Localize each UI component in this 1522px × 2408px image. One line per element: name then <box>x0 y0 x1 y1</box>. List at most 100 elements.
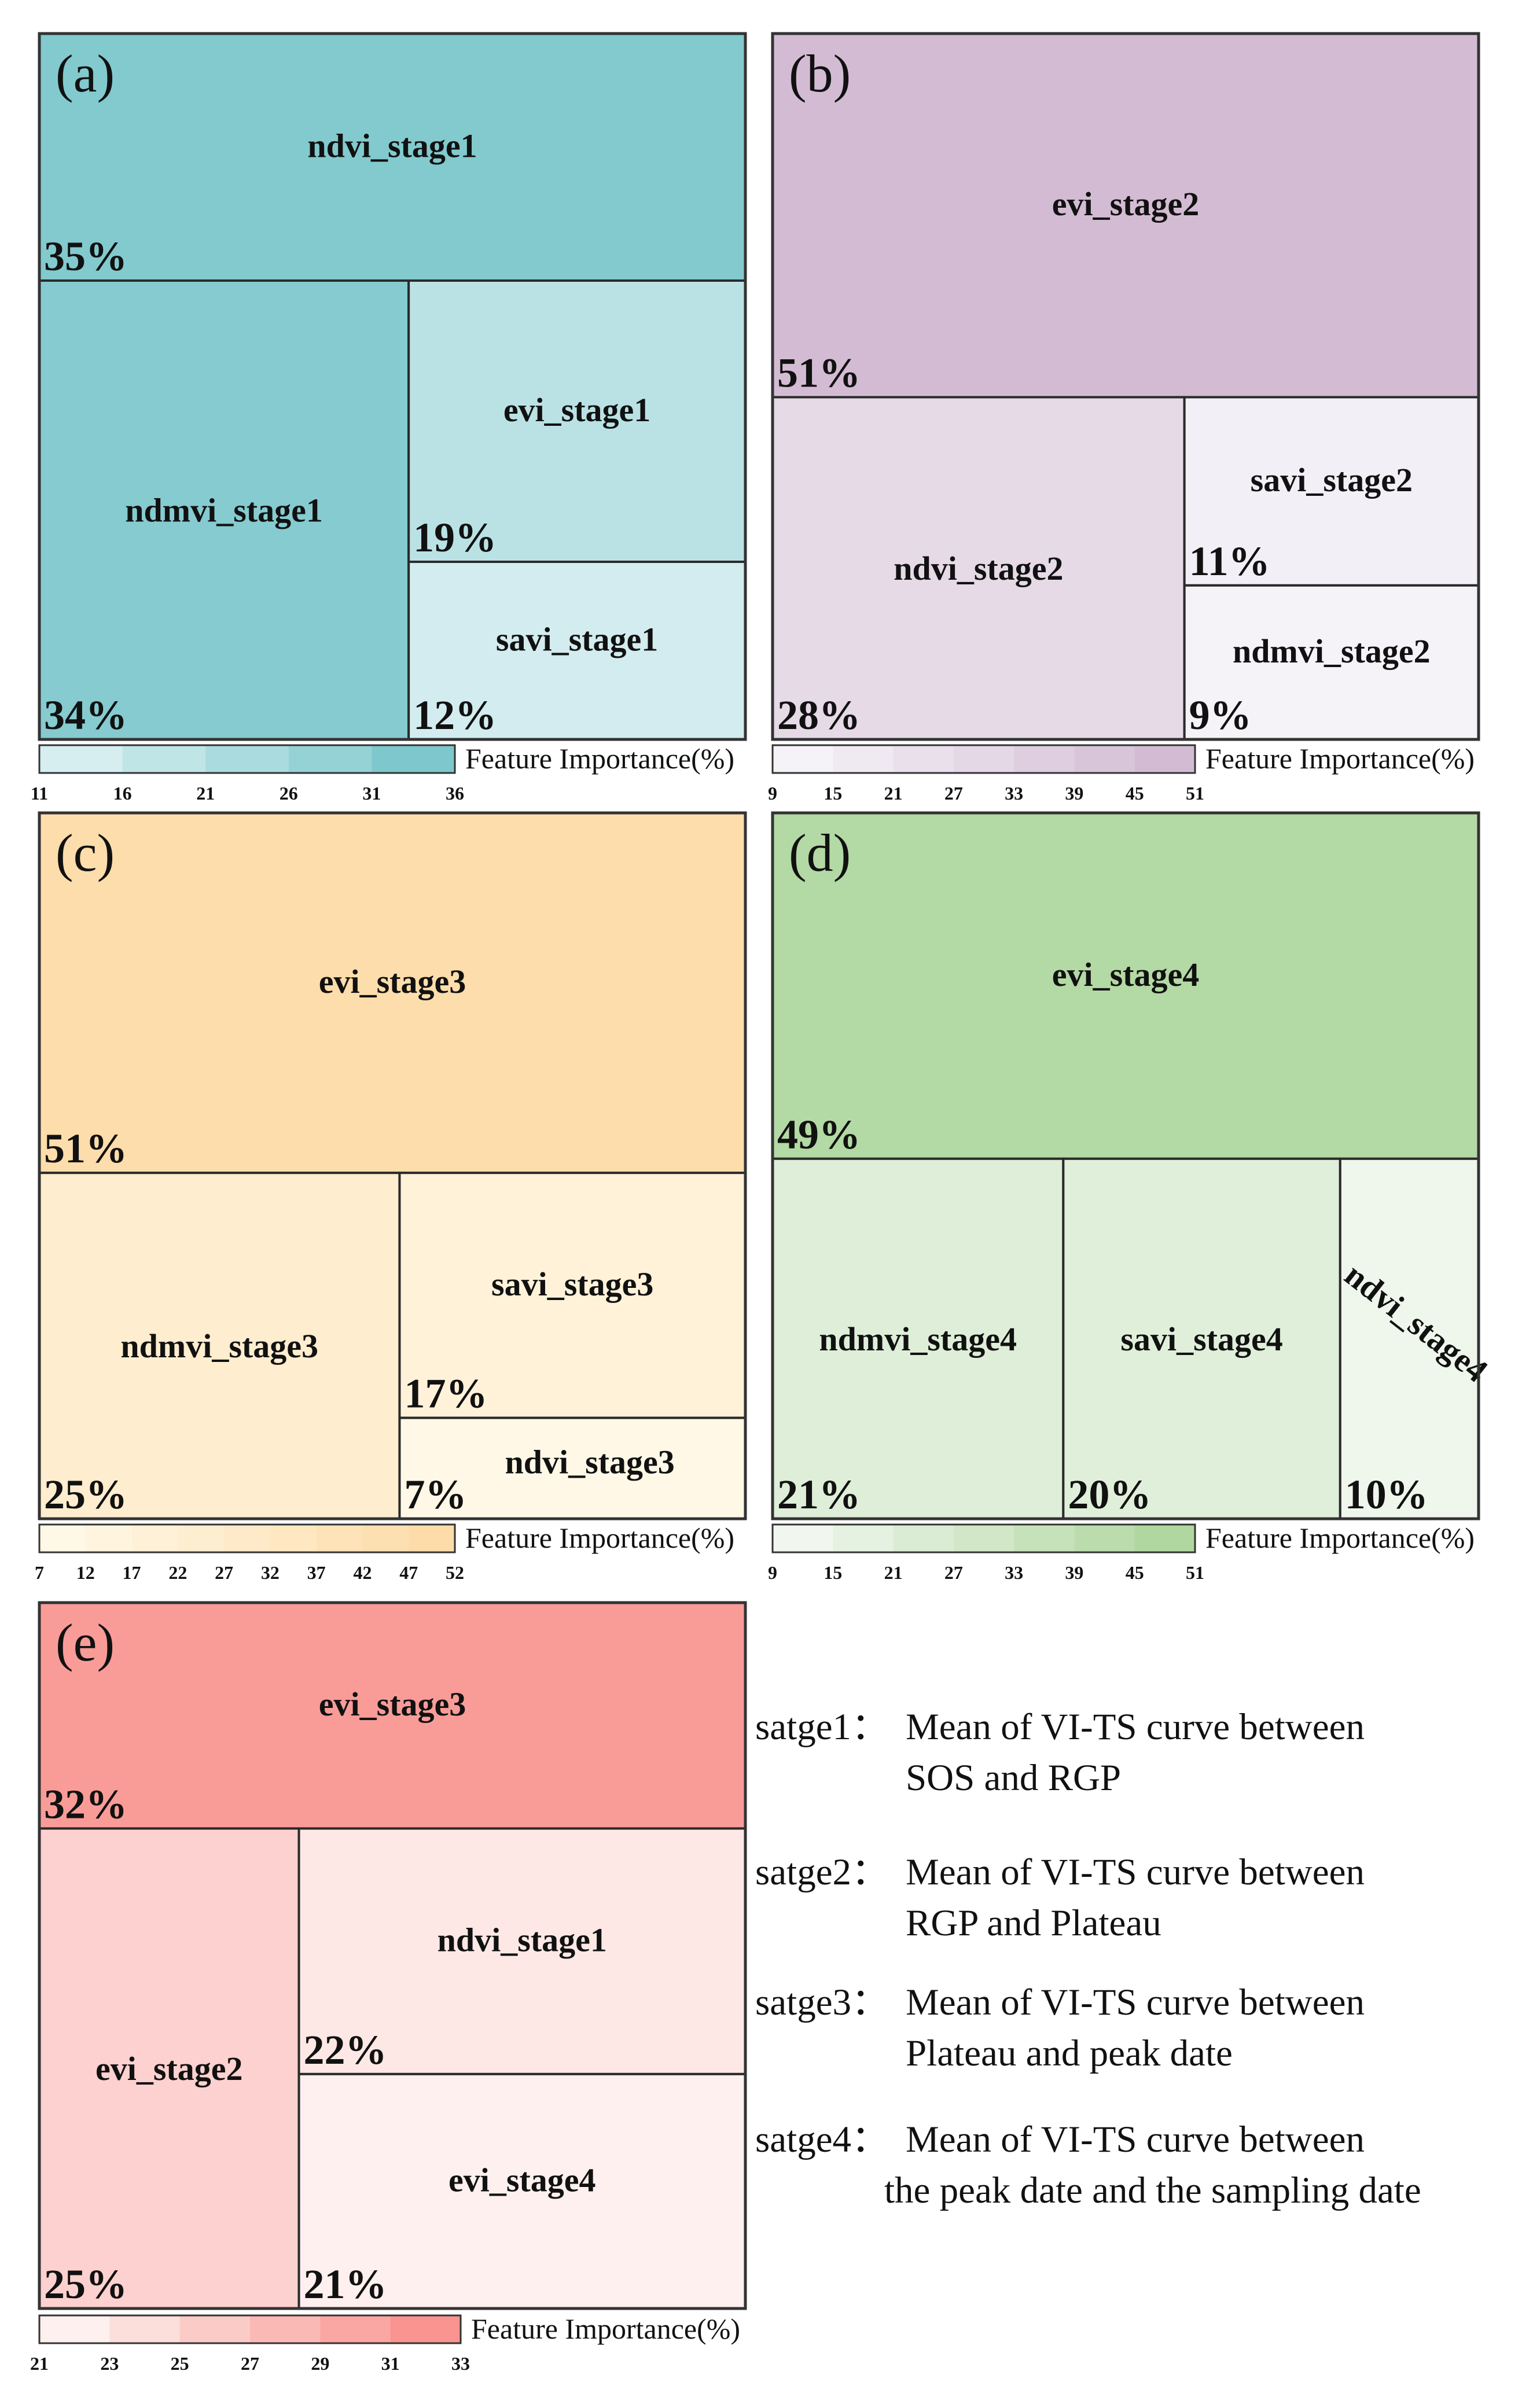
colorbar: Feature Importance(%) 21 23 25 27 29 31 33 <box>30 2313 740 2374</box>
stage-definitions: satge1： Mean of VI-TS curve between SOS … <box>755 1706 1421 2211</box>
cell-rect <box>771 812 1480 1160</box>
treemap-cell: evi_stage1 19% <box>407 279 747 564</box>
colorbar-segment <box>178 1525 225 1552</box>
colorbar-segment <box>122 745 206 773</box>
cell-label: evi_stage4 <box>448 2161 596 2199</box>
colorbar-tick: 33 <box>1005 783 1023 804</box>
colorbar-tick: 51 <box>1186 783 1204 804</box>
colorbar-segment <box>39 2315 110 2343</box>
note-line1: Mean of VI-TS curve between <box>906 1982 1365 2023</box>
colorbar-tick: 15 <box>824 1562 842 1583</box>
treemap-panel: ndvi_stage1 35% ndmvi_stage1 34% evi_stage1 1… <box>31 32 747 804</box>
cell-rect <box>38 279 410 741</box>
treemap-cell: evi_stage4 21% <box>297 2072 747 2310</box>
cell-label: ndvi_stage1 <box>307 127 477 165</box>
treemap-cell: savi_stage4 20% <box>1062 1157 1341 1520</box>
colorbar: Feature Importance(%) 9 15 21 27 33 39 45 51 <box>768 742 1475 804</box>
cell-percent: 7% <box>404 1471 466 1518</box>
colorbar-segment <box>250 2315 321 2343</box>
cell-percent: 20% <box>1068 1471 1151 1518</box>
panel-letter: (c) <box>56 823 115 882</box>
cell-label: evi_stage2 <box>1052 185 1200 223</box>
colorbar-segment <box>953 745 1014 773</box>
cell-percent: 21% <box>777 1471 861 1518</box>
colorbar-segment <box>833 745 894 773</box>
colorbar-segment <box>320 2315 391 2343</box>
cell-rect <box>297 2072 747 2310</box>
cell-label: ndmvi_stage2 <box>1233 632 1431 670</box>
colorbar-tick: 36 <box>446 783 464 804</box>
colorbar-segment <box>390 2315 461 2343</box>
cell-label: evi_stage1 <box>503 391 651 429</box>
colorbar-tick: 45 <box>1126 1562 1144 1583</box>
colorbar-frame <box>771 744 1196 774</box>
panel-letter: (d) <box>789 823 851 882</box>
treemap-cell: evi_stage4 49% <box>771 812 1480 1160</box>
colorbar-tick: 12 <box>76 1562 95 1583</box>
cell-percent: 51% <box>777 349 861 396</box>
note-line2: RGP and Plateau <box>906 1902 1161 1944</box>
cell-label: ndvi_stage2 <box>894 550 1063 587</box>
colorbar-segment <box>1134 745 1196 773</box>
cell-percent: 51% <box>44 1125 127 1172</box>
colorbar-tick: 23 <box>100 2353 119 2374</box>
cell-percent: 34% <box>44 692 127 738</box>
colorbar-segment <box>773 1525 833 1552</box>
cell-percent: 28% <box>777 692 861 738</box>
note-key: satge1： <box>755 1706 889 1748</box>
colorbar-tick: 9 <box>768 1562 777 1583</box>
colorbar-tick: 25 <box>171 2353 189 2374</box>
colorbar-tick: 51 <box>1186 1562 1204 1583</box>
colorbar-tick: 7 <box>35 1562 44 1583</box>
colorbar-tick: 32 <box>261 1562 280 1583</box>
cell-rect <box>1183 396 1480 587</box>
note-stage4: satge4： Mean of VI-TS curve between the … <box>755 2119 1421 2211</box>
colorbar-segment <box>270 1525 317 1552</box>
cell-rect <box>771 32 1480 399</box>
colorbar-tick: 21 <box>884 1562 903 1583</box>
cell-rect <box>398 1172 747 1419</box>
cell-percent: 19% <box>413 514 497 561</box>
colorbar-tick: 45 <box>1126 783 1144 804</box>
colorbar-tick: 15 <box>824 783 842 804</box>
cell-label: savi_stage2 <box>1251 461 1413 499</box>
colorbar-title: Feature Importance(%) <box>471 2313 740 2345</box>
treemap-cell: ndmvi_stage2 9% <box>1183 584 1480 741</box>
colorbar-segment <box>288 745 372 773</box>
treemap-cell: evi_stage3 51% <box>38 812 747 1174</box>
cell-label: evi_stage4 <box>1052 956 1200 993</box>
colorbar-tick: 21 <box>30 2353 49 2374</box>
cell-rect <box>771 396 1186 741</box>
colorbar-title: Feature Importance(%) <box>465 742 734 775</box>
colorbar-segment <box>131 1525 178 1552</box>
colorbar-tick: 52 <box>446 1562 464 1583</box>
colorbar-tick: 39 <box>1065 1562 1083 1583</box>
colorbar-tick: 33 <box>451 2353 470 2374</box>
treemap-panel: evi_stage3 51% ndmvi_stage3 25% savi_stage3 1… <box>35 811 747 1583</box>
colorbar-tick: 27 <box>944 1562 963 1583</box>
treemap-cell: ndvi_stage2 28% <box>771 396 1186 741</box>
colorbar-tick: 33 <box>1005 1562 1023 1583</box>
cell-rect <box>38 1827 300 2310</box>
colorbar-segment <box>316 1525 363 1552</box>
colorbar-segment <box>1134 1525 1196 1552</box>
colorbar-tick: 47 <box>399 1562 418 1583</box>
note-key: satge4： <box>755 2119 889 2160</box>
colorbar-frame <box>38 1523 456 1553</box>
cell-percent: 25% <box>44 1471 127 1518</box>
cell-label: ndmvi_stage4 <box>819 1320 1017 1358</box>
treemap-cell: savi_stage1 12% <box>407 561 747 741</box>
cell-rect <box>38 1601 747 1830</box>
cell-label: savi_stage4 <box>1120 1320 1282 1358</box>
colorbar: Feature Importance(%) 7 12 17 22 27 32 37 42 47 52 <box>35 1522 734 1583</box>
colorbar-tick: 27 <box>944 783 963 804</box>
cell-rect <box>407 279 747 564</box>
colorbar-segment <box>39 745 123 773</box>
colorbar-segment <box>1014 1525 1075 1552</box>
note-line2: SOS and RGP <box>906 1757 1121 1799</box>
colorbar-segment <box>953 1525 1014 1552</box>
colorbar-segment <box>224 1525 271 1552</box>
colorbar-title: Feature Importance(%) <box>465 1522 734 1554</box>
colorbar-segment <box>109 2315 181 2343</box>
